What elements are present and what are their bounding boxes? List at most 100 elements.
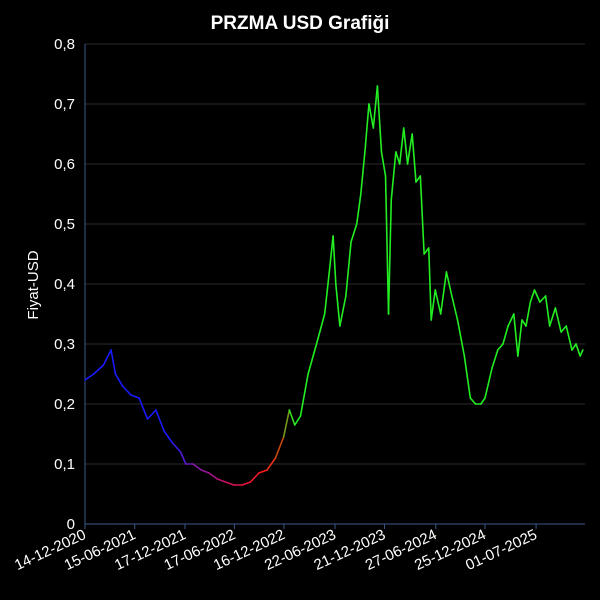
price-line-segment [507,313,515,327]
price-line-segment [274,436,285,459]
price-line-segment [456,319,466,357]
price-line-segment [384,175,390,315]
price-line-segment [419,175,425,255]
y-tick-label: 0 [67,516,75,533]
y-tick-label: 0,2 [54,396,75,413]
price-line-segment [565,325,573,351]
price-line-segment [560,325,568,333]
price-line-segment [339,295,347,327]
price-line-segment [376,85,383,153]
price-line-segment [548,307,557,327]
price-line-segment [249,472,260,483]
price-line-segment [299,373,309,417]
y-axis-label: Fiyat-USD [25,250,42,319]
price-line-segment [315,313,326,345]
y-tick-label: 0,8 [54,36,75,53]
y-tick-label: 0,5 [54,216,75,233]
price-line-segment [146,409,157,420]
price-line-segment [208,472,219,480]
price-line-segment [484,367,493,399]
price-line-segment [84,373,95,381]
price-line-segment [390,151,397,201]
price-line-segment [575,343,581,357]
price-line-segment [200,469,210,474]
price-line-segment [368,103,375,129]
price-line-segment [114,373,124,387]
price-line-segment [224,481,235,486]
y-tick-label: 0,7 [54,96,75,113]
price-line-segment [307,343,318,375]
price-line-segment [513,313,519,357]
price-line-segment [360,151,366,195]
grid-layer [85,43,585,465]
price-line-segment [138,397,149,420]
price-line-segment [480,397,486,405]
price-line-segment [463,355,472,399]
price-line-segment [402,127,409,165]
price-line-segment [216,478,227,483]
axis-layer [84,44,585,529]
price-line-segment [345,241,352,297]
price-line-segment [130,394,140,399]
chart-title: PRZMA USD Grafiği [211,13,390,34]
price-line-segment [517,319,523,357]
price-line-segment [521,319,527,327]
price-line-segment [496,343,504,351]
price-line-segment [387,199,393,315]
price-line-segment [102,349,112,366]
price-line-segment [469,397,477,405]
price-line-segment [395,151,401,165]
price-line-segment [121,385,132,396]
price-line-segment [411,133,417,183]
price-line-segment [579,349,584,357]
price-line-segment [529,289,536,303]
price-line-segment [544,295,551,327]
price-line-segment [571,343,577,351]
price-line-segment [380,151,387,177]
y-tick-label: 0,6 [54,156,75,173]
price-line-segment [423,247,430,255]
price-line-segment [92,364,105,375]
price-line-segment [525,301,532,327]
price-line-segment [192,463,203,471]
price-line-segment [439,271,448,315]
price-line-segment [539,295,547,303]
price-line-segment [491,349,499,369]
price-line-segment [323,271,331,315]
price-line-segment [163,430,174,444]
price-line-segment [372,85,379,129]
price-line-segment [335,283,341,327]
price-line-segment [355,193,362,225]
price-line-segment [110,349,117,375]
price-line-segment [328,235,334,273]
price-line-segment [451,295,459,321]
price-line-segment [364,103,370,153]
price-line-segment [445,271,453,297]
price-line-segment [502,325,509,345]
price-line-segment [282,409,291,438]
price-line-segment [398,127,405,165]
price-line-segment [350,223,358,243]
price-line-segment [293,415,302,426]
series-layer [84,85,584,486]
price-line-segment [241,481,252,486]
price-line-segment [430,289,437,321]
y-tick-label: 0,1 [54,456,75,473]
price-line-segment [258,469,268,474]
price-line-segment [332,235,337,285]
price-line-segment [171,442,182,453]
price-line-segment [427,247,432,321]
price-line-segment [155,409,165,432]
tick-layer: 00,10,20,30,40,50,60,70,814-12-202015-06… [12,36,540,574]
price-line-segment [406,133,413,165]
price-line-segment [434,289,442,315]
price-line-segment [266,457,277,471]
price-line-segment [533,289,541,303]
y-tick-label: 0,3 [54,336,75,353]
price-line-segment [554,307,562,333]
price-line-segment [179,451,187,465]
price-line-segment [288,409,296,426]
y-tick-label: 0,4 [54,276,75,293]
